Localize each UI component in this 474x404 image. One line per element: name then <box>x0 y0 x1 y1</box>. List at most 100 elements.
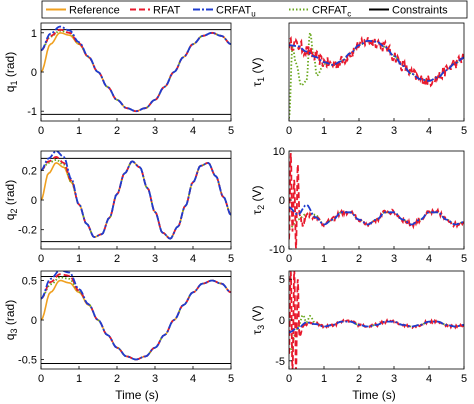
ytick-label-q1-0: 1 <box>31 28 37 40</box>
xtick-label-q1-0: 0 <box>38 125 44 137</box>
panel-q3: 0 1 2 3 4 50.50-0.5q3 (rad) <box>3 270 234 385</box>
xtick-label-tau3-5: 5 <box>461 373 467 385</box>
series-tau2-RFAT <box>289 153 464 249</box>
xtick-label-tau2-0: 0 <box>286 253 292 265</box>
xtick-label-tau2-4: 4 <box>426 253 432 265</box>
xtick-label-tau1-1: 1 <box>321 125 327 137</box>
series-tau2-CRFATu <box>289 203 464 226</box>
xtick-label-q1-2: 2 <box>114 125 120 137</box>
xtick-label-tau1-2: 2 <box>356 125 362 137</box>
ytick-label-q2-1: 0 <box>31 195 37 207</box>
ytick-label-tau2-1: 0 <box>279 195 285 207</box>
ylabel-tau1: τ1 (V) <box>250 57 266 86</box>
xtick-label-q1-3: 3 <box>152 125 158 137</box>
series-q1-RFAT <box>41 28 231 113</box>
xtick-label-tau3-1: 1 <box>321 373 327 385</box>
legend: Reference RFAT CRFATu CRFATc Constraints <box>41 0 468 19</box>
xtick-label-q3-1: 1 <box>76 373 82 385</box>
panel-q1: 0 1 2 3 4 510-1q1 (rad) <box>3 22 234 137</box>
ylabel-q3: q3 (rad) <box>3 300 19 340</box>
xtick-label-q3-5: 5 <box>228 373 234 385</box>
legend-label-0: Reference <box>69 5 120 17</box>
plot-area-tau3 <box>289 271 464 369</box>
ytick-label-q3-1: 0 <box>31 315 37 327</box>
ytick-label-q2-0: 0.2 <box>22 165 37 177</box>
series-q3-Reference <box>41 279 231 361</box>
axes-frame-tau3 <box>288 270 465 370</box>
xtick-label-q3-2: 2 <box>114 373 120 385</box>
series-q2-CRFATc <box>41 158 231 240</box>
xtick-label-tau3-3: 3 <box>391 373 397 385</box>
ytick-label-q3-2: -0.5 <box>18 355 37 367</box>
plot-area-q1 <box>41 25 231 115</box>
xtick-label-q1-5: 5 <box>228 125 234 137</box>
xtick-label-tau2-5: 5 <box>461 253 467 265</box>
ytick-label-tau2-2: -10 <box>269 244 285 256</box>
ytick-label-q2-2: -0.2 <box>18 225 37 237</box>
ytick-label-q3-0: 0.5 <box>22 275 37 287</box>
panel-q2: 0 1 2 3 4 5 0.2 0 -0.2 q2 (rad) <box>3 150 234 265</box>
xtick-label-tau3-2: 2 <box>356 373 362 385</box>
xtick-label-q2-2: 2 <box>114 253 120 265</box>
ytick-label-tau3-0: 5 <box>279 274 285 286</box>
xtick-label-tau2-3: 3 <box>391 253 397 265</box>
series-tau3-RFAT <box>289 271 464 369</box>
ytick-label-q1-1: 0 <box>31 67 37 79</box>
xtick-label-q3-3: 3 <box>152 373 158 385</box>
xtick-label-q2-4: 4 <box>190 253 196 265</box>
ytick-label-q1-2: -1 <box>27 106 37 118</box>
xtick-label-tau1-5: 5 <box>461 125 467 137</box>
xlabel-right: Time (s) <box>352 388 396 402</box>
xtick-label-q3-0: 0 <box>38 373 44 385</box>
series-q2-RFAT <box>41 155 231 240</box>
series-q3-CRFATu <box>41 271 231 361</box>
xtick-label-q2-0: 0 <box>38 253 44 265</box>
legend-label-3: CRFATc <box>312 5 351 19</box>
xtick-label-q1-1: 1 <box>76 125 82 137</box>
series-tau3-CRFATu <box>289 320 464 334</box>
ytick-label-tau3-2: -5 <box>275 356 285 368</box>
panel-tau1: 0 1 2 3 4 5 τ1 (V) <box>250 22 467 137</box>
ytick-label-tau2-0: 10 <box>273 146 285 158</box>
legend-label-2: CRFATu <box>216 5 256 19</box>
ytick-label-tau3-1: 0 <box>279 315 285 327</box>
xtick-label-q1-4: 4 <box>190 125 196 137</box>
series-q3-RFAT <box>41 273 231 361</box>
xtick-label-tau3-0: 0 <box>286 373 292 385</box>
legend-label-4: Constraints <box>392 5 448 17</box>
series-tau1-RFAT <box>289 35 464 88</box>
ylabel-tau3: τ3 (V) <box>250 305 266 334</box>
legend-box <box>41 0 468 19</box>
xtick-label-tau1-3: 3 <box>391 125 397 137</box>
series-q1-CRFATu <box>41 25 231 113</box>
axes-frame-tau2 <box>288 150 465 250</box>
xtick-label-q3-4: 4 <box>190 373 196 385</box>
xtick-label-tau2-2: 2 <box>356 253 362 265</box>
series-q1-CRFATc <box>41 29 231 113</box>
xtick-label-q2-5: 5 <box>228 253 234 265</box>
xtick-label-q2-3: 3 <box>152 253 158 265</box>
series-q2-CRFATu <box>41 151 231 240</box>
plot-area-q2 <box>41 151 231 243</box>
ylabel-tau2: τ2 (V) <box>250 185 266 214</box>
plot-area-tau2 <box>289 153 464 249</box>
axes-frame-q1 <box>40 22 232 122</box>
xtick-label-tau3-4: 4 <box>426 373 432 385</box>
plot-area-q3 <box>41 271 231 364</box>
ylabel-q1: q1 (rad) <box>3 52 19 92</box>
xlabel-left: Time (s) <box>115 388 159 402</box>
series-q3-CRFATc <box>41 276 231 361</box>
ylabel-q2: q2 (rad) <box>3 180 19 220</box>
legend-label-1: RFAT <box>153 5 181 17</box>
panel-tau3: 0 1 2 3 4 550-5τ3 (V) <box>250 270 467 385</box>
plot-area-tau1 <box>289 29 464 119</box>
xtick-label-tau1-0: 0 <box>286 125 292 137</box>
series-q1-Reference <box>41 31 231 113</box>
xtick-label-q2-1: 1 <box>76 253 82 265</box>
xtick-label-tau1-4: 4 <box>426 125 432 137</box>
axes-frame-q3 <box>40 270 232 370</box>
xtick-label-tau2-1: 1 <box>321 253 327 265</box>
axes-frame-tau1 <box>288 22 465 122</box>
